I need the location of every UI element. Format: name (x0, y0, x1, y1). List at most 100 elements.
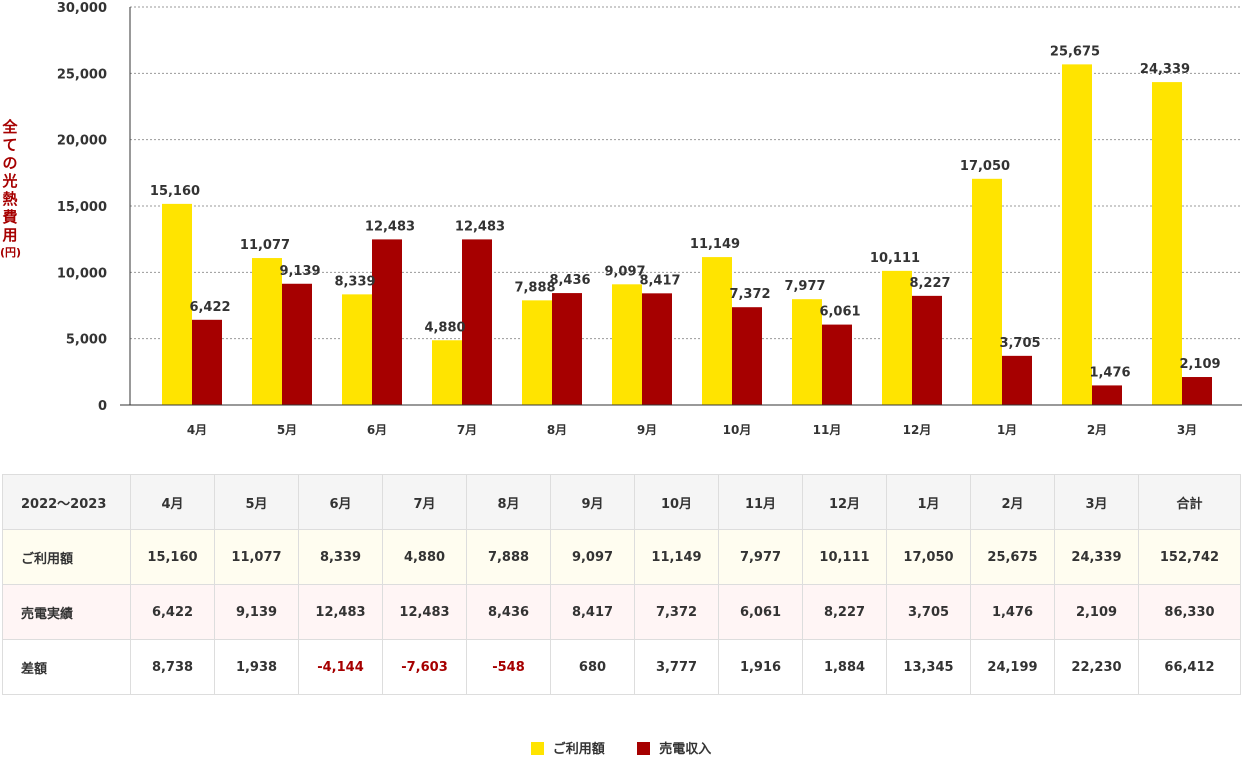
table-header-cell: 2月 (970, 474, 1055, 530)
table-cell: 13,345 (886, 639, 971, 695)
y-axis-label: 全 て の 光 熱 費 用 (円) (0, 118, 22, 262)
legend-swatch-sale (637, 742, 651, 755)
table-cell: 6,061 (718, 584, 803, 640)
bar (342, 294, 372, 405)
data-label: 8,417 (639, 273, 680, 288)
bar (732, 307, 762, 405)
table-cell: 1,916 (718, 639, 803, 695)
bars (162, 64, 1212, 406)
bar (912, 295, 942, 405)
table-cell: 8,227 (802, 584, 887, 640)
table-cell: 1,884 (802, 639, 887, 695)
bar (612, 284, 642, 405)
bar (1182, 377, 1212, 405)
table-header-cell: 8月 (466, 474, 551, 530)
table-cell: 24,339 (1054, 529, 1139, 585)
table-cell: 7,888 (466, 529, 551, 585)
table-cell: 152,742 (1138, 529, 1241, 585)
data-labels: 15,160 6,422 11,077 9,139 8,339 12,483 4,880 12… (150, 44, 1221, 380)
data-label: 17,050 (960, 159, 1010, 174)
table-cell: 15,160 (130, 529, 215, 585)
data-label: 12,483 (365, 219, 415, 234)
table-header-cell: 5月 (214, 474, 299, 530)
bar (822, 324, 852, 405)
x-tick-label: 10月 (723, 423, 752, 437)
y-axis-label-char: (円) (0, 246, 22, 259)
bar (702, 257, 732, 405)
table-cell: 7,977 (718, 529, 803, 585)
table-cell: 2,109 (1054, 584, 1139, 640)
legend-label: ご利用額 (552, 742, 605, 757)
y-axis-label-char: 用 (2, 226, 18, 244)
bar (372, 239, 402, 405)
table-cell: 10,111 (802, 529, 887, 585)
y-axis-label-char: て (2, 136, 18, 154)
table-header-cell: 合計 (1138, 474, 1241, 530)
x-tick-label: 5月 (277, 423, 297, 437)
table-cell: 9,139 (214, 584, 299, 640)
y-tick-label: 15,000 (57, 200, 107, 215)
data-label: 9,139 (279, 264, 320, 279)
table-cell: -4,144 (298, 639, 383, 695)
y-axis-label-char: 光 (2, 172, 18, 190)
data-label: 9,097 (604, 264, 645, 279)
legend-swatch-usage (530, 742, 544, 755)
table-cell: 8,436 (466, 584, 551, 640)
table-header-cell: 6月 (298, 474, 383, 530)
axes: 0 5,000 10,000 15,000 20,000 25,000 30,000 4月 5月… (57, 1, 1242, 437)
y-tick-label: 30,000 (57, 1, 107, 16)
data-label: 11,149 (690, 237, 740, 252)
bar (252, 258, 282, 405)
x-tick-label: 6月 (367, 423, 387, 437)
y-axis-label-char: 全 (2, 118, 18, 136)
grid-lines (130, 6, 1242, 340)
table-header-cell: 1月 (886, 474, 971, 530)
table-cell: 4,880 (382, 529, 467, 585)
table-cell: 66,412 (1138, 639, 1241, 695)
bar (282, 283, 312, 405)
bar (882, 270, 912, 405)
bar (552, 293, 582, 405)
table-cell: 11,149 (634, 529, 719, 585)
data-label: 8,339 (334, 274, 375, 289)
data-label: 4,880 (424, 320, 465, 335)
x-tick-label: 11月 (813, 423, 842, 437)
table-corner: 2022〜2023 (2, 474, 131, 530)
data-label: 1,476 (1089, 365, 1130, 380)
bar (162, 203, 192, 405)
table-header-cell: 10月 (634, 474, 719, 530)
x-tick-label: 3月 (1177, 423, 1197, 437)
row-label: 差額 (2, 639, 131, 695)
table-cell: 1,476 (970, 584, 1055, 640)
table-header-cell: 3月 (1054, 474, 1139, 530)
legend-label: 売電収入 (659, 742, 712, 757)
bar (1002, 355, 1032, 405)
legend: ご利用額 売電収入 (0, 738, 1242, 757)
y-tick-label: 5,000 (66, 333, 107, 348)
legend-item-usage: ご利用額 (530, 738, 605, 757)
table-cell: 680 (550, 639, 635, 695)
x-tick-label: 7月 (457, 423, 477, 437)
x-tick-label: 2月 (1087, 423, 1107, 437)
y-axis-label-char: の (2, 154, 18, 172)
row-label: 売電実績 (2, 584, 131, 640)
data-label: 6,061 (819, 305, 860, 320)
row-label: ご利用額 (2, 529, 131, 585)
x-tick-label: 1月 (997, 423, 1017, 437)
table-header-cell: 4月 (130, 474, 215, 530)
bar (1062, 64, 1092, 406)
data-label: 15,160 (150, 184, 200, 199)
table-cell: 86,330 (1138, 584, 1241, 640)
table-cell: 22,230 (1054, 639, 1139, 695)
bar (972, 178, 1002, 405)
data-label: 10,111 (870, 251, 920, 266)
data-label: 7,888 (514, 280, 555, 295)
table-header-row: 2022〜2023 4月 5月 6月 7月 8月 9月 10月 11月 12月 … (2, 474, 1241, 530)
data-label: 7,977 (784, 279, 825, 294)
table-header-cell: 12月 (802, 474, 887, 530)
table-row-diff: 差額 8,738 1,938 -4,144 -7,603 -548 680 3,… (2, 639, 1241, 695)
y-axis-label-char: 費 (2, 208, 18, 226)
table-cell: -7,603 (382, 639, 467, 695)
legend-item-sale: 売電収入 (637, 738, 711, 757)
bar (1152, 82, 1182, 405)
